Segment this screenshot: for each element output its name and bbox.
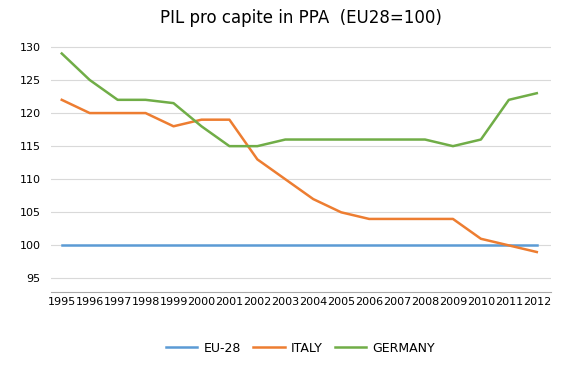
EU-28 (226, 243, 233, 248)
GERMANY (58, 51, 65, 56)
GERMANY (505, 98, 512, 102)
EU-28 (282, 243, 289, 248)
GERMANY (533, 91, 540, 95)
GERMANY (114, 98, 121, 102)
GERMANY (170, 101, 177, 105)
EU-28 (114, 243, 121, 248)
EU-28 (254, 243, 261, 248)
ITALY (450, 217, 456, 221)
EU-28 (87, 243, 93, 248)
EU-28 (366, 243, 373, 248)
GERMANY (422, 137, 428, 142)
EU-28 (142, 243, 149, 248)
ITALY (170, 124, 177, 129)
GERMANY (87, 78, 93, 82)
GERMANY (338, 137, 345, 142)
ITALY (198, 117, 205, 122)
EU-28 (310, 243, 316, 248)
GERMANY (478, 137, 484, 142)
ITALY (226, 117, 233, 122)
ITALY (282, 177, 289, 181)
GERMANY (254, 144, 261, 148)
Legend: EU-28, ITALY, GERMANY: EU-28, ITALY, GERMANY (161, 337, 441, 360)
EU-28 (478, 243, 484, 248)
ITALY (58, 98, 65, 102)
EU-28 (505, 243, 512, 248)
EU-28 (394, 243, 401, 248)
ITALY (366, 217, 373, 221)
GERMANY (394, 137, 401, 142)
ITALY (422, 217, 428, 221)
GERMANY (198, 124, 205, 129)
EU-28 (533, 243, 540, 248)
ITALY (87, 111, 93, 115)
ITALY (114, 111, 121, 115)
Title: PIL pro capite in PPA  (EU28=100): PIL pro capite in PPA (EU28=100) (160, 9, 442, 27)
EU-28 (198, 243, 205, 248)
GERMANY (226, 144, 233, 148)
GERMANY (310, 137, 316, 142)
ITALY (338, 210, 345, 215)
EU-28 (450, 243, 456, 248)
GERMANY (366, 137, 373, 142)
ITALY (505, 243, 512, 248)
ITALY (533, 250, 540, 254)
EU-28 (338, 243, 345, 248)
Line: GERMANY: GERMANY (62, 53, 537, 146)
EU-28 (422, 243, 428, 248)
GERMANY (450, 144, 456, 148)
EU-28 (170, 243, 177, 248)
ITALY (478, 236, 484, 241)
ITALY (254, 157, 261, 162)
Line: ITALY: ITALY (62, 100, 537, 252)
ITALY (310, 197, 316, 201)
ITALY (142, 111, 149, 115)
GERMANY (142, 98, 149, 102)
ITALY (394, 217, 401, 221)
GERMANY (282, 137, 289, 142)
EU-28 (58, 243, 65, 248)
